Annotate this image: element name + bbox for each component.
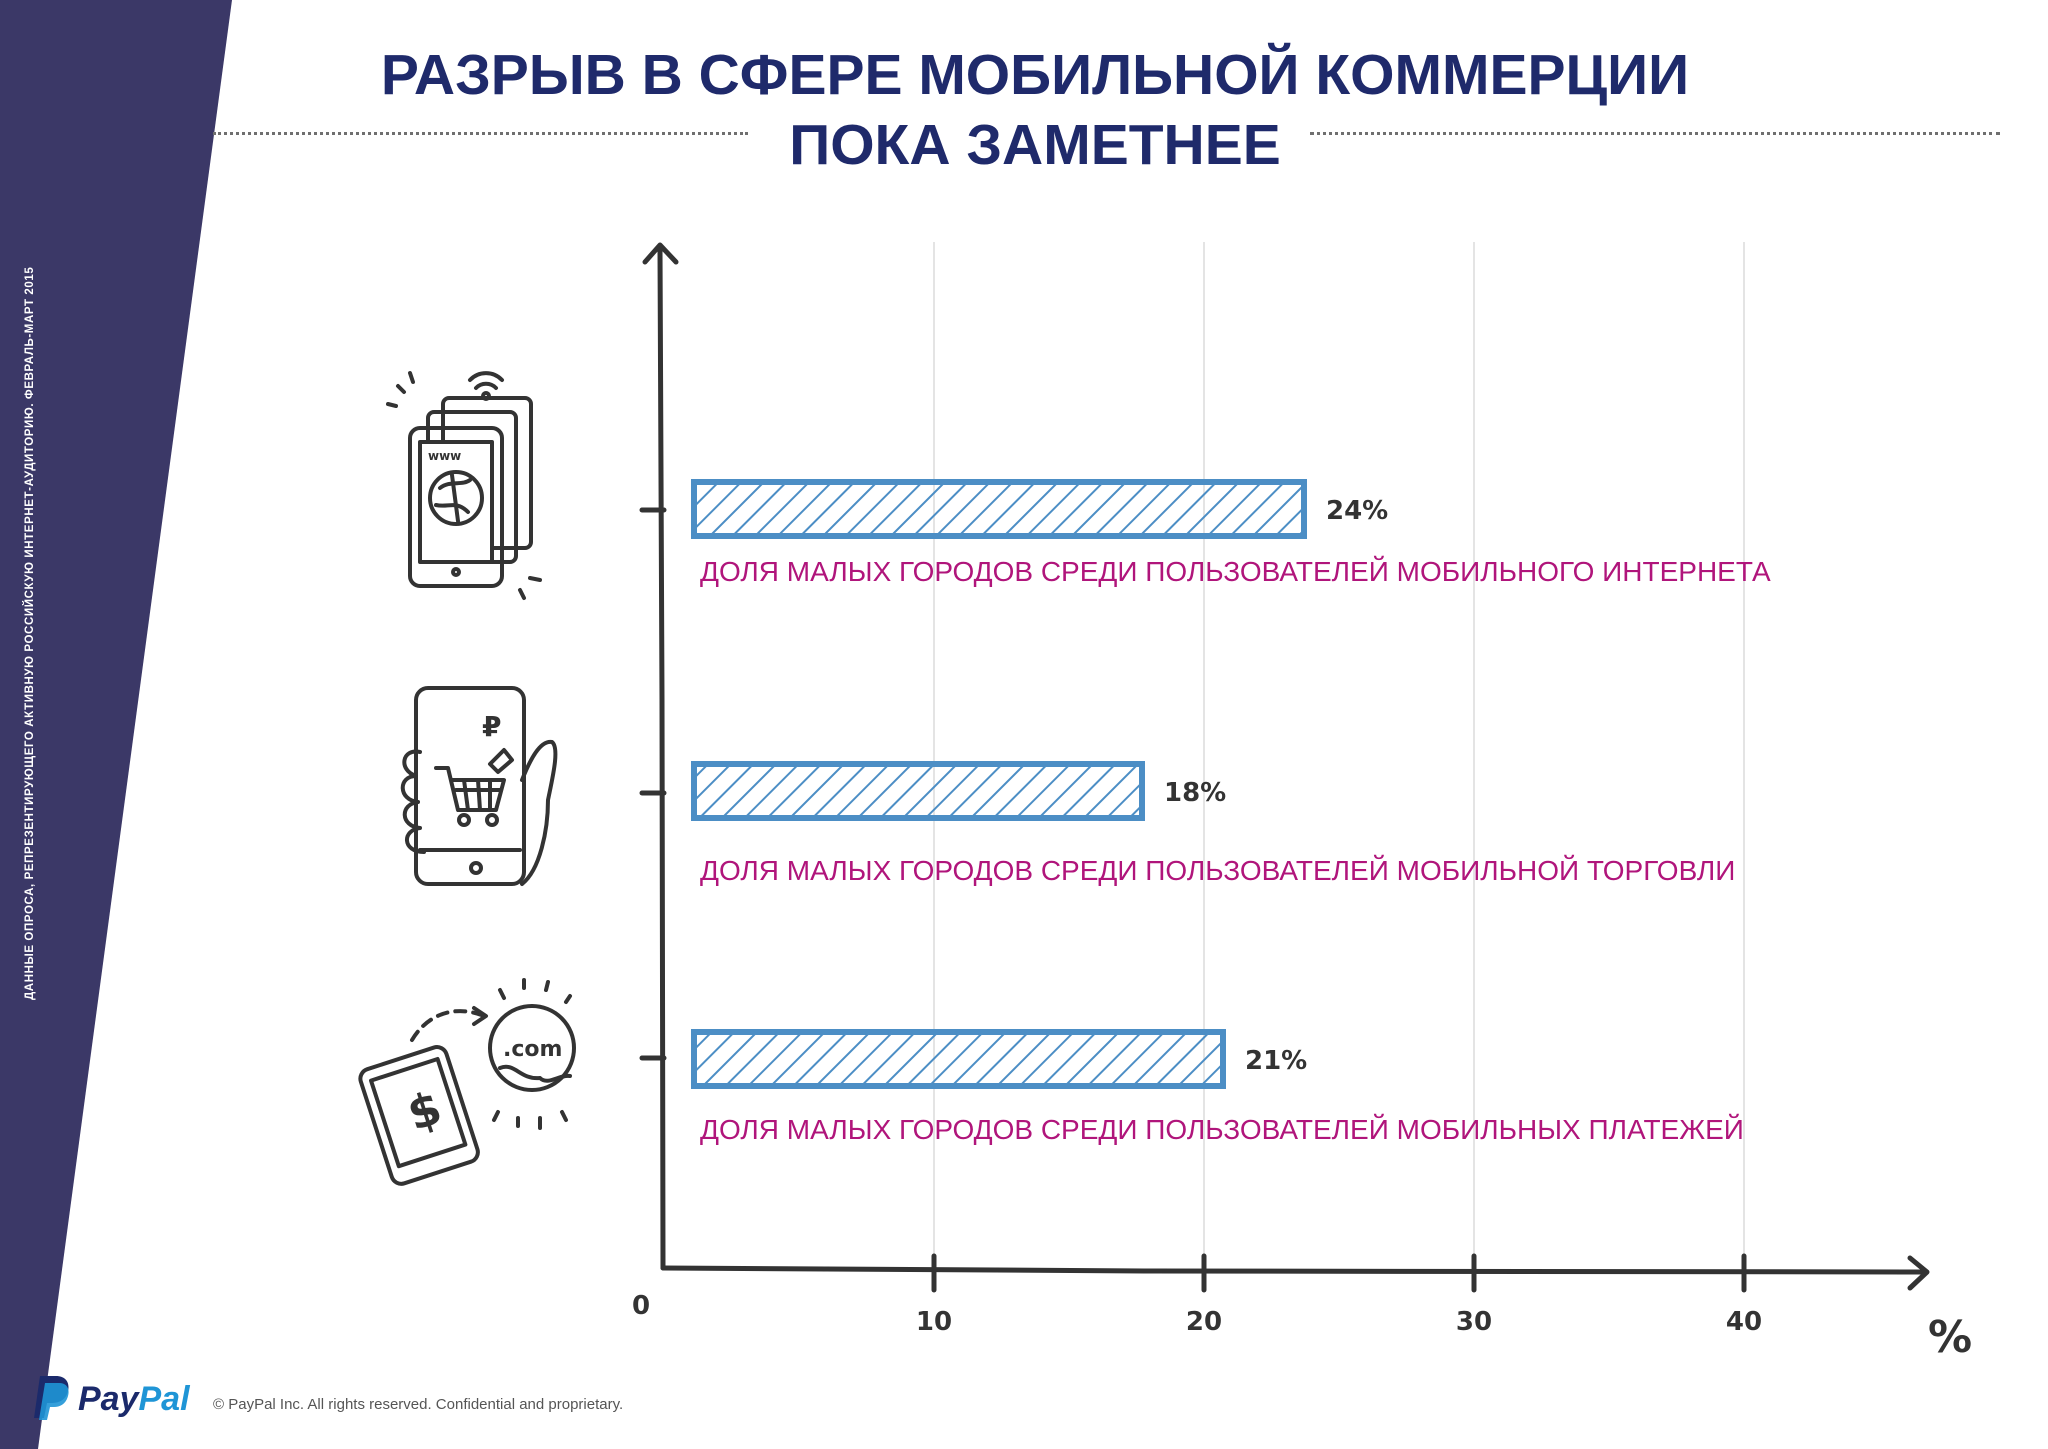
- title-divider-right: [1310, 132, 2000, 135]
- bars: [691, 479, 1307, 1089]
- x-tick-label: 10: [916, 1307, 952, 1337]
- x-axis-arrow: [1907, 1255, 1930, 1291]
- smartphone-www-icon: www: [386, 371, 542, 600]
- svg-text:www: www: [428, 449, 461, 463]
- y-axis-arrow: [642, 242, 679, 265]
- bar-value-label: 24%: [1326, 496, 1388, 526]
- page-title-line-1: РАЗРЫВ В СФЕРЕ МОБИЛЬНОЙ КОММЕРЦИИ: [380, 43, 1690, 107]
- svg-text:₽: ₽: [482, 710, 501, 743]
- bar: [691, 761, 1145, 821]
- bar-category-label: ДОЛЯ МАЛЫХ ГОРОДОВ СРЕДИ ПОЛЬЗОВАТЕЛЕЙ М…: [700, 855, 1735, 886]
- bar-category-label: ДОЛЯ МАЛЫХ ГОРОДОВ СРЕДИ ПОЛЬЗОВАТЕЛЕЙ М…: [700, 556, 1771, 587]
- hand-phone-cart-icon: ₽: [400, 686, 558, 886]
- paypal-wordmark: PayPal: [78, 1380, 190, 1419]
- axes: [642, 242, 1930, 1291]
- bar-value-label: 21%: [1245, 1046, 1307, 1076]
- y-axis-line: [657, 247, 666, 1271]
- bar-category-label: ДОЛЯ МАЛЫХ ГОРОДОВ СРЕДИ ПОЛЬЗОВАТЕЛЕЙ М…: [700, 1114, 1744, 1145]
- bar: [691, 479, 1307, 539]
- svg-text:.com: .com: [503, 1037, 562, 1062]
- side-band: [0, 0, 232, 1449]
- bar-value-label: 18%: [1164, 778, 1226, 808]
- x-tick-label: 0: [632, 1291, 650, 1321]
- brand-pay: Pay: [78, 1380, 139, 1418]
- page-title-line-2: ПОКА ЗАМЕТНЕЕ: [789, 113, 1281, 177]
- tablet-payment-globe-icon: $ .com: [358, 978, 576, 1186]
- grid-lines: [933, 242, 1745, 1262]
- x-tick-label: 30: [1456, 1307, 1492, 1337]
- copyright-text: © PayPal Inc. All rights reserved. Confi…: [213, 1396, 624, 1413]
- x-unit-label: %: [1928, 1312, 1972, 1363]
- brand-pal: Pal: [138, 1380, 190, 1418]
- x-tick-label: 20: [1186, 1307, 1222, 1337]
- bar: [691, 1029, 1226, 1089]
- x-tick-label: 40: [1726, 1307, 1762, 1337]
- x-axis-line: [660, 1265, 1928, 1275]
- paypal-logo-icon: [34, 1376, 69, 1420]
- title-divider-left: [213, 132, 748, 135]
